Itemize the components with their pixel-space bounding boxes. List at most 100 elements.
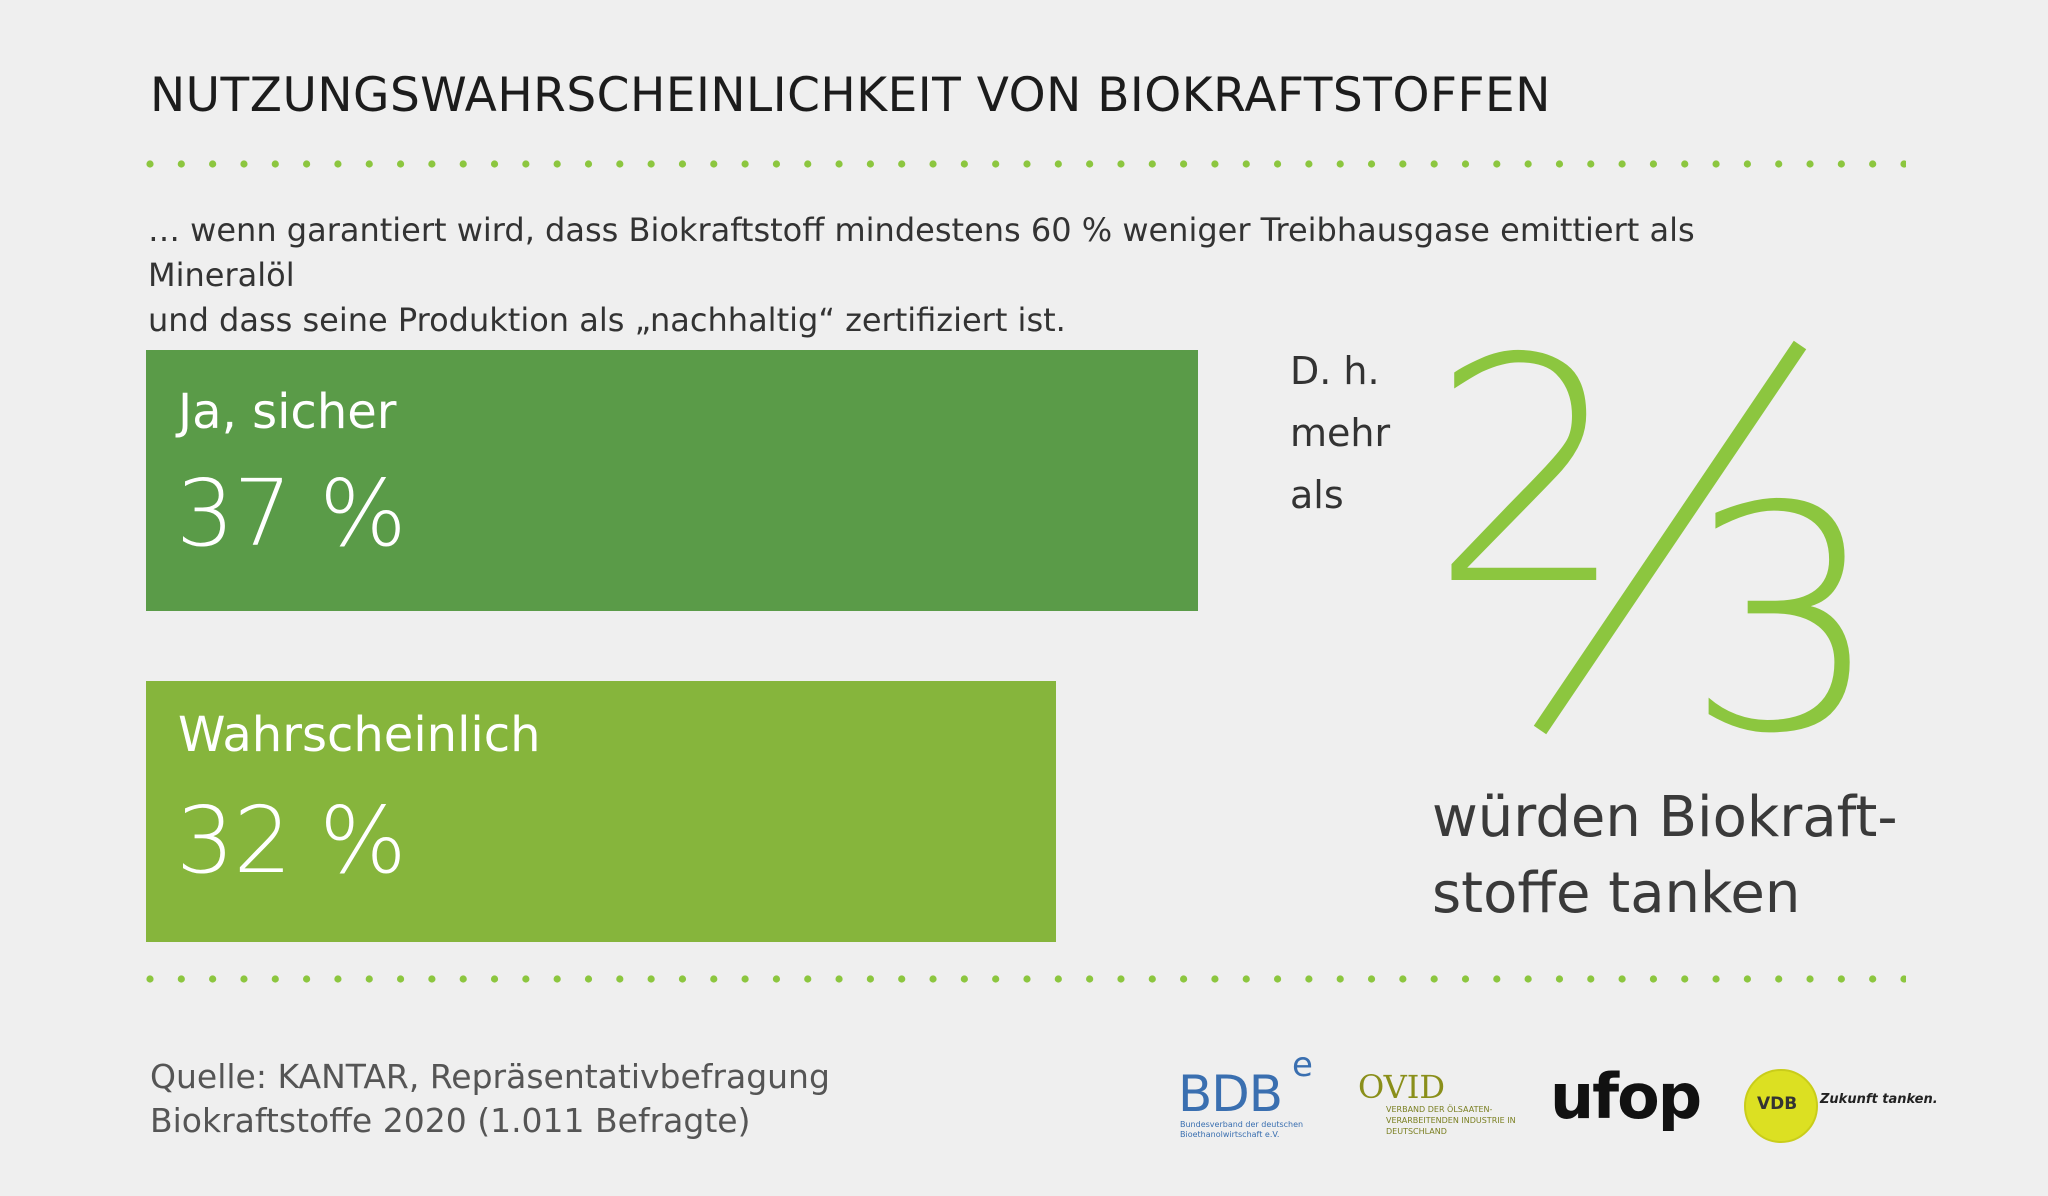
divider-dot: [960, 160, 968, 168]
divider-dot: [898, 160, 906, 168]
divider-dot: [1148, 975, 1156, 983]
divider-dot: [303, 160, 311, 168]
divider-dot: [866, 160, 874, 168]
chart-subtitle: … wenn garantiert wird, dass Biokraftsto…: [148, 208, 1848, 343]
divider-dot: [177, 975, 185, 983]
vdb-logo-tagline: Zukunft tanken.: [1820, 1092, 1938, 1107]
fraction-slash: [1533, 340, 1807, 735]
divider-dot: [992, 975, 1000, 983]
divider-dot: [1242, 975, 1250, 983]
bdbe-logo-sup: e: [1292, 1045, 1313, 1085]
bar-label-ja-sicher: Ja, sicher: [178, 384, 397, 440]
divider-dot: [1743, 975, 1751, 983]
divider-dot: [1367, 975, 1376, 983]
divider-dot: [209, 160, 217, 168]
divider-dot: [741, 160, 749, 168]
divider-dot: [929, 160, 937, 168]
chart-title: NUTZUNGSWAHRSCHEINLICHKEIT VON BIOKRAFTS…: [150, 68, 1551, 123]
fraction-denominator: 3: [1685, 441, 1882, 760]
divider-dot: [1086, 975, 1094, 983]
divider-dot: [804, 975, 812, 983]
divider-dot: [835, 160, 843, 168]
divider-dot: [1806, 975, 1814, 983]
divider-dot: [1681, 975, 1689, 983]
divider-dot: [459, 975, 467, 983]
ovid-logo-text: OVID: [1358, 1068, 1446, 1106]
summary-text: würden Biokraft- stoffe tanken: [1432, 780, 1898, 932]
subtitle-line-1: … wenn garantiert wird, dass Biokraftsto…: [148, 211, 1695, 294]
source-note: Quelle: KANTAR, Repräsentativbefragung B…: [150, 1055, 830, 1143]
divider-dot: [1869, 975, 1877, 983]
divider-dot: [146, 160, 154, 168]
summary-prefix-line-1: D. h.: [1290, 349, 1380, 393]
divider-dot: [1493, 975, 1501, 983]
divider-dot: [1900, 160, 1906, 168]
bdbe-logo-subtitle: Bundesverband der deutschen Bioethanolwi…: [1180, 1120, 1304, 1139]
divider-dot: [929, 975, 937, 983]
divider-dot: [647, 160, 655, 168]
divider-dot: [1399, 160, 1407, 168]
divider-dot: [1242, 160, 1250, 168]
summary-prefix: D. h. mehr als: [1290, 340, 1400, 526]
divider-dot: [1869, 160, 1877, 168]
divider-dot: [271, 975, 279, 983]
subtitle-line-2: und dass seine Produktion als „nachhalti…: [148, 301, 1066, 339]
divider-dot: [1336, 160, 1344, 168]
divider-dot: [1649, 975, 1658, 983]
divider-dot: [1900, 975, 1906, 983]
summary-text-line-2: stoffe tanken: [1432, 861, 1801, 926]
divider-dot: [209, 975, 217, 983]
divider-dot: [616, 975, 624, 983]
divider-dot: [960, 975, 968, 983]
divider-dot: [303, 975, 311, 983]
divider-dot: [1587, 160, 1595, 168]
divider-dot: [1211, 975, 1219, 983]
source-line-1: Quelle: KANTAR, Repräsentativbefragung: [150, 1057, 830, 1096]
divider-dot: [1117, 975, 1125, 983]
divider-dot: [1712, 160, 1720, 168]
two-thirds-fraction: 2 3: [1430, 330, 1882, 760]
divider-dot: [1211, 160, 1219, 168]
divider-dot: [584, 160, 593, 168]
divider-dot: [1806, 160, 1814, 168]
divider-dot: [334, 975, 342, 983]
divider-dot: [1775, 160, 1783, 168]
divider-dot: [616, 160, 624, 168]
divider-dot: [1273, 160, 1282, 168]
divider-dot: [804, 160, 812, 168]
divider-dot: [240, 160, 248, 168]
summary-prefix-line-2: mehr: [1290, 411, 1391, 455]
divider-dot: [1555, 975, 1564, 983]
dotted-divider-bottom: [146, 973, 1906, 985]
divider-dot: [1837, 160, 1845, 168]
divider-dot: [1587, 975, 1595, 983]
bar-label-wahrscheinlich: Wahrscheinlich: [178, 707, 541, 763]
divider-dot: [772, 975, 781, 983]
bar-ja-sicher: Ja, sicher 37 %: [146, 350, 1198, 611]
divider-dot: [1023, 975, 1031, 983]
divider-dot: [459, 160, 467, 168]
divider-dot: [741, 975, 749, 983]
divider-dot: [396, 160, 405, 168]
divider-dot: [647, 975, 655, 983]
divider-dot: [992, 160, 1000, 168]
divider-dot: [1461, 160, 1470, 168]
divider-dot: [522, 160, 530, 168]
divider-dot: [490, 975, 499, 983]
divider-dot: [1273, 975, 1282, 983]
divider-dot: [553, 160, 561, 168]
divider-dot: [1086, 160, 1094, 168]
divider-dot: [365, 160, 373, 168]
divider-dot: [1305, 975, 1313, 983]
summary-text-line-1: würden Biokraft-: [1432, 785, 1898, 850]
divider-dot: [1054, 975, 1062, 983]
divider-dot: [1117, 160, 1125, 168]
divider-dot: [365, 975, 373, 983]
divider-dot: [866, 975, 874, 983]
divider-dot: [1524, 160, 1532, 168]
divider-dot: [678, 975, 687, 983]
divider-dot: [553, 975, 561, 983]
summary-prefix-line-3: als: [1290, 473, 1344, 517]
divider-dot: [1775, 975, 1783, 983]
divider-dot: [428, 160, 436, 168]
